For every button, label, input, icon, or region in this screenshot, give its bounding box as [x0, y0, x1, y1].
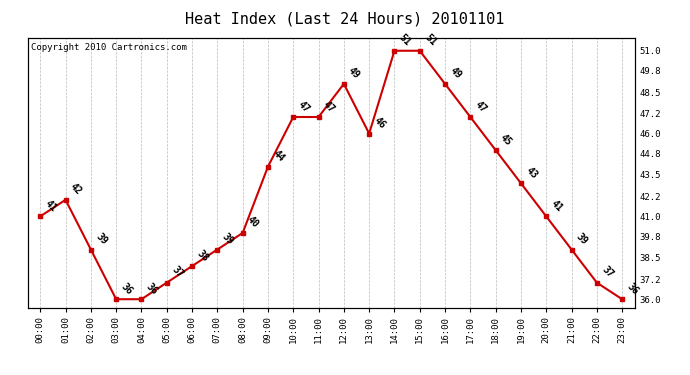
Text: 49: 49 [346, 66, 362, 81]
Text: 38: 38 [195, 248, 210, 263]
Text: 36: 36 [625, 281, 640, 297]
Text: 51: 51 [397, 33, 413, 48]
Text: 39: 39 [220, 231, 235, 247]
Text: 36: 36 [144, 281, 159, 297]
Text: Copyright 2010 Cartronics.com: Copyright 2010 Cartronics.com [30, 43, 186, 52]
Text: 51: 51 [422, 33, 438, 48]
Text: 46: 46 [372, 116, 387, 131]
Text: 40: 40 [246, 215, 261, 230]
Text: 49: 49 [448, 66, 463, 81]
Text: 41: 41 [549, 198, 564, 214]
Text: 39: 39 [574, 231, 590, 247]
Text: 36: 36 [119, 281, 135, 297]
Text: 43: 43 [524, 165, 539, 180]
Text: 42: 42 [68, 182, 83, 197]
Text: 47: 47 [296, 99, 311, 114]
Text: 37: 37 [600, 264, 615, 280]
Text: 41: 41 [43, 198, 59, 214]
Text: 47: 47 [473, 99, 489, 114]
Text: Heat Index (Last 24 Hours) 20101101: Heat Index (Last 24 Hours) 20101101 [186, 11, 504, 26]
Text: 44: 44 [270, 148, 286, 164]
Text: 45: 45 [498, 132, 514, 147]
Text: 47: 47 [322, 99, 337, 114]
Text: 37: 37 [170, 264, 185, 280]
Text: 39: 39 [94, 231, 109, 247]
